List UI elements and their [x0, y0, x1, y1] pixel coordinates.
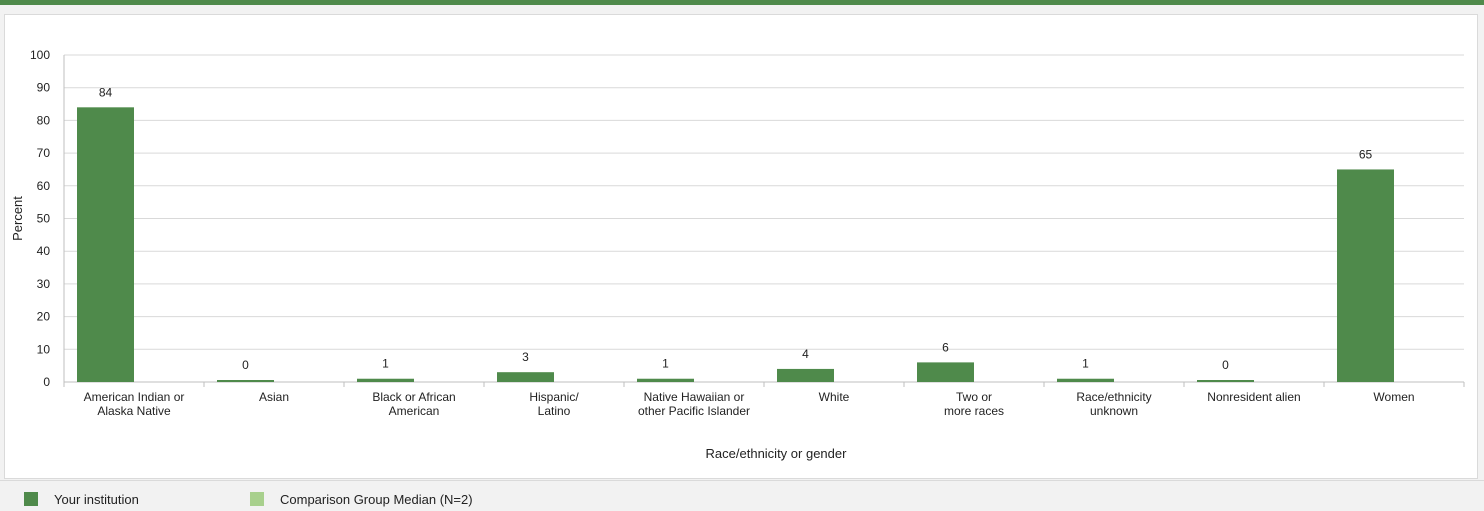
x-tick-label: Two or more races — [944, 390, 1004, 418]
x-tick-label: Native Hawaiian or other Pacific Islander — [638, 390, 750, 418]
data-labels: 84 0 1 3 1 4 6 1 0 65 — [99, 85, 1373, 372]
bar — [1197, 380, 1254, 382]
bar — [217, 380, 274, 382]
y-tick-label: 80 — [37, 113, 51, 127]
legend-swatch-comparison-median — [250, 492, 264, 506]
chart-panel — [4, 14, 1478, 479]
data-label: 3 — [522, 350, 529, 364]
data-label: 0 — [1222, 358, 1229, 372]
bar — [917, 362, 974, 382]
x-tick-label: Black or African American — [372, 390, 455, 418]
y-tick-label: 40 — [37, 244, 51, 258]
bars — [77, 107, 1394, 382]
legend: Your institution Comparison Group Median… — [0, 480, 1484, 511]
x-tick-label: Nonresident alien — [1207, 390, 1300, 404]
y-tick-label: 20 — [37, 310, 51, 324]
legend-label-your-institution: Your institution — [54, 491, 139, 507]
y-tick-label: 100 — [30, 48, 50, 62]
bar — [1057, 378, 1114, 382]
y-tick-label: 90 — [37, 81, 51, 95]
y-tick-label: 0 — [43, 375, 50, 389]
bar — [637, 378, 694, 382]
y-tick-label: 30 — [37, 277, 51, 291]
data-label: 1 — [1082, 357, 1089, 371]
bar — [777, 368, 834, 382]
data-label: 65 — [1359, 147, 1373, 161]
x-tick-label: White — [819, 390, 850, 404]
x-tick-label: Hispanic/Latino — [529, 390, 579, 418]
y-tick-label: 70 — [37, 146, 51, 160]
x-tick-label: American Indian or Alaska Native — [84, 390, 185, 418]
x-tick-label: Race/ethnicity unknown — [1076, 390, 1151, 418]
data-label: 4 — [802, 347, 809, 361]
bar — [497, 372, 554, 382]
y-axis-title: Percent — [10, 196, 25, 241]
legend-item-comparison-median: Comparison Group Median (N=2) — [250, 491, 473, 507]
top-accent-bar — [0, 0, 1484, 5]
y-tick-label: 10 — [37, 342, 51, 356]
data-label: 1 — [662, 357, 669, 371]
gridlines — [64, 54, 1464, 383]
legend-swatch-your-institution — [24, 492, 38, 506]
data-label: 1 — [382, 357, 389, 371]
y-tick-label: 50 — [37, 212, 51, 226]
data-label: 84 — [99, 85, 113, 99]
bar — [357, 378, 414, 382]
bar — [77, 107, 134, 382]
legend-item-your-institution: Your institution — [24, 491, 139, 507]
y-tick-label: 60 — [37, 179, 51, 193]
data-label: 0 — [242, 358, 249, 372]
bar — [1337, 169, 1394, 382]
x-tick-label: Asian — [259, 390, 289, 404]
data-label: 6 — [942, 340, 949, 354]
x-tick-label: Women — [1373, 390, 1414, 404]
x-axis-title: Race/ethnicity or gender — [706, 446, 848, 461]
legend-label-comparison-median: Comparison Group Median (N=2) — [280, 491, 473, 507]
